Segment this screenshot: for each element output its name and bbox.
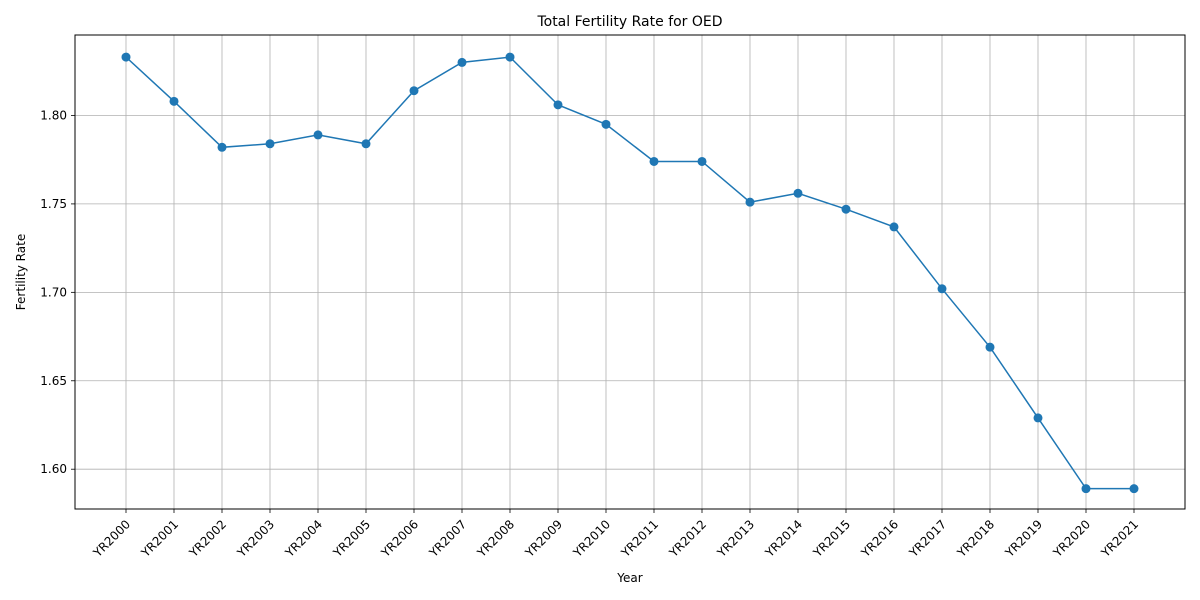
data-point (1081, 484, 1091, 494)
x-axis-label: Year (616, 571, 642, 585)
data-point (361, 139, 371, 149)
data-point (889, 222, 899, 232)
data-point (1129, 484, 1139, 494)
data-point (649, 156, 659, 166)
data-point (217, 142, 227, 152)
chart-title: Total Fertility Rate for OED (536, 14, 722, 30)
y-tick-label: 1.80 (40, 108, 67, 122)
data-point (169, 96, 179, 106)
data-point (937, 284, 947, 294)
data-point (553, 100, 563, 110)
series-line (125, 56, 1134, 490)
data-point (505, 52, 515, 62)
data-point (793, 188, 803, 198)
y-tick-label: 1.60 (40, 462, 67, 476)
y-axis-label: Fertility Rate (14, 234, 28, 310)
data-point (265, 139, 275, 149)
plot-frame (74, 34, 1186, 510)
y-tick-label: 1.75 (40, 197, 67, 211)
grid-lines (75, 35, 1185, 509)
data-point (697, 156, 707, 166)
data-point (313, 130, 323, 140)
data-point (985, 342, 995, 352)
data-point (601, 119, 611, 129)
series-fertility-rate (121, 52, 1139, 494)
y-tick-label: 1.65 (40, 374, 67, 388)
data-point (841, 204, 851, 214)
data-point (1033, 413, 1043, 423)
data-point (745, 197, 755, 207)
data-point (457, 57, 467, 67)
data-point (121, 52, 131, 62)
data-point (409, 86, 419, 96)
y-tick-label: 1.70 (40, 285, 67, 299)
